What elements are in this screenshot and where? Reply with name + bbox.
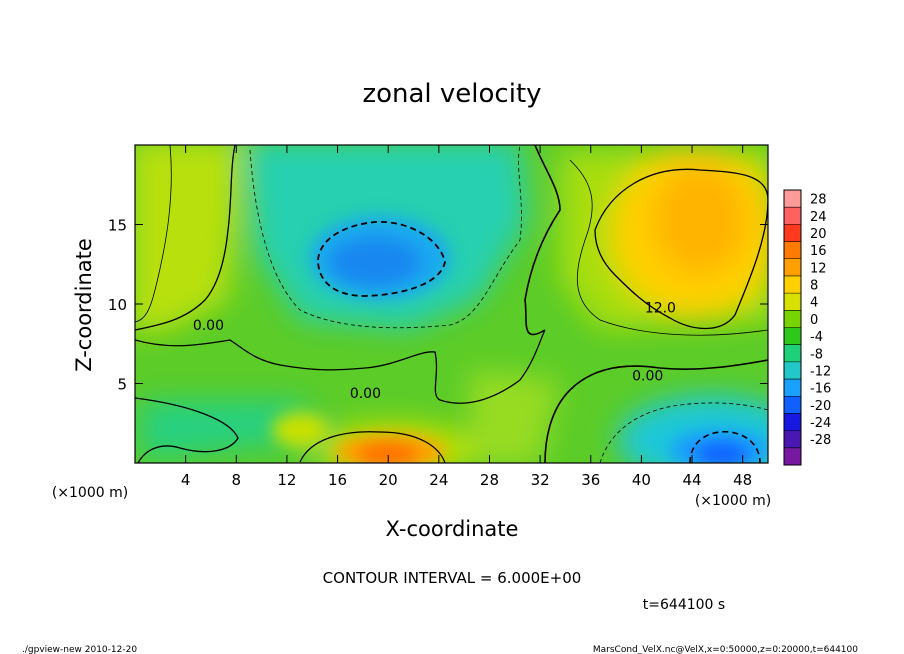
colorbar-segment: [784, 224, 801, 242]
colorbar-segment: [784, 258, 801, 277]
colorbar: 28 24 20 16 12 8 4 0 -4 -8 -12 -16 -20 -24 -28: [783, 189, 831, 466]
contour-zero-lower-left: [135, 397, 239, 463]
colorbar-label: 28: [810, 193, 827, 208]
colorbar-segment: [784, 275, 801, 294]
footer-left: ./gpview-new 2010-12-20: [22, 645, 137, 654]
x-tick-label: 16: [328, 471, 347, 489]
x-tick-label: 36: [581, 471, 600, 489]
x-tick-label: 4: [181, 471, 191, 489]
contour-labels: 0.00 0.00 12.0 0.00: [193, 300, 676, 402]
y-tick-label: 15: [108, 217, 127, 235]
colorbar-label: -16: [810, 382, 831, 397]
contour-six-upper-left: [135, 145, 172, 323]
x-tick-label: 24: [429, 471, 448, 489]
contour-zero-right: [524, 145, 561, 336]
colorbar-label: -12: [810, 364, 831, 379]
colorbar-segment: [784, 379, 801, 397]
contour-label: 0.00: [193, 318, 224, 334]
colorbar-segment: [784, 361, 801, 380]
contour-zero-lower-right: [544, 359, 768, 463]
colorbar-segment: [784, 344, 801, 363]
contour-minus-six-upper: [249, 145, 522, 329]
colorbar-label: -20: [810, 399, 831, 414]
contour-interval: CONTOUR INTERVAL = 6.000E+00: [323, 569, 582, 587]
chart-title: zonal velocity: [362, 79, 541, 109]
colorbar-label: 16: [810, 244, 827, 259]
x-tick-label: 28: [480, 471, 499, 489]
x-axis-label: X-coordinate: [386, 517, 519, 541]
x-tick-label: 40: [632, 471, 651, 489]
x-tick-label: 32: [531, 471, 550, 489]
x-tick-label: 12: [277, 471, 296, 489]
footer-right: MarsCond_VelX.nc@VelX,x=0:50000,z=0:2000…: [593, 645, 858, 654]
time-label: t=644100 s: [643, 597, 725, 613]
colorbar-label: 0: [810, 313, 818, 328]
colorbar-segment: [784, 327, 801, 345]
contour-minus-twelve: [317, 221, 446, 297]
x-unit-left: (×1000 m): [52, 485, 128, 501]
x-tick-label: 44: [682, 471, 701, 489]
contour-minus-six-lower: [599, 402, 768, 463]
colorbar-segment: [784, 241, 801, 260]
contour-label: 0.00: [632, 369, 663, 385]
colorbar-segment: [784, 310, 801, 328]
colorbar-label: 8: [810, 279, 818, 294]
contour-zero-upper-left: [135, 145, 236, 331]
colorbar-label: 4: [810, 296, 818, 311]
colorbar-segment: [784, 413, 801, 431]
colorbar-label: -8: [810, 347, 823, 362]
x-unit-right: (×1000 m): [695, 493, 771, 509]
x-tick-label: 8: [232, 471, 242, 489]
heatmap-field: 0.00 0.00 12.0 0.00: [135, 145, 768, 463]
contour-lines: [135, 145, 768, 463]
x-tick-label: 20: [379, 471, 398, 489]
y-axis-label: Z-coordinate: [72, 238, 96, 372]
colorbar-segment: [784, 190, 801, 208]
colorbar-segment: [784, 396, 801, 414]
colorbar-segment: [784, 207, 801, 225]
contour-label: 12.0: [645, 300, 676, 316]
x-tick-label: 48: [733, 471, 752, 489]
contour-twelve: [594, 168, 768, 330]
colorbar-label: -4: [810, 330, 823, 345]
contour-label: 0.00: [350, 386, 381, 402]
contour-minus-twelve-lower: [689, 430, 761, 463]
colorbar-label: -24: [810, 416, 831, 431]
colorbar-segment: [784, 293, 801, 311]
contour-zero-middle: [135, 329, 546, 404]
contour-six-right: [569, 159, 768, 336]
colorbar-label: 20: [810, 227, 827, 242]
x-axis: 4 8 12 16 20 24 28 32 36 40 44 48: [181, 145, 752, 489]
y-tick-label: 10: [108, 296, 127, 314]
colorbar-segment: [784, 447, 801, 466]
y-axis: 5 10 15: [108, 217, 768, 394]
colorbar-segment: [784, 430, 801, 449]
colorbar-label: 12: [810, 261, 827, 276]
colorbar-label: -28: [810, 433, 831, 448]
colorbar-label: 24: [810, 210, 827, 225]
contour-six-surface: [299, 431, 446, 463]
plot-area: 0.00 0.00 12.0 0.00: [134, 144, 769, 464]
y-tick-label: 5: [117, 376, 127, 394]
